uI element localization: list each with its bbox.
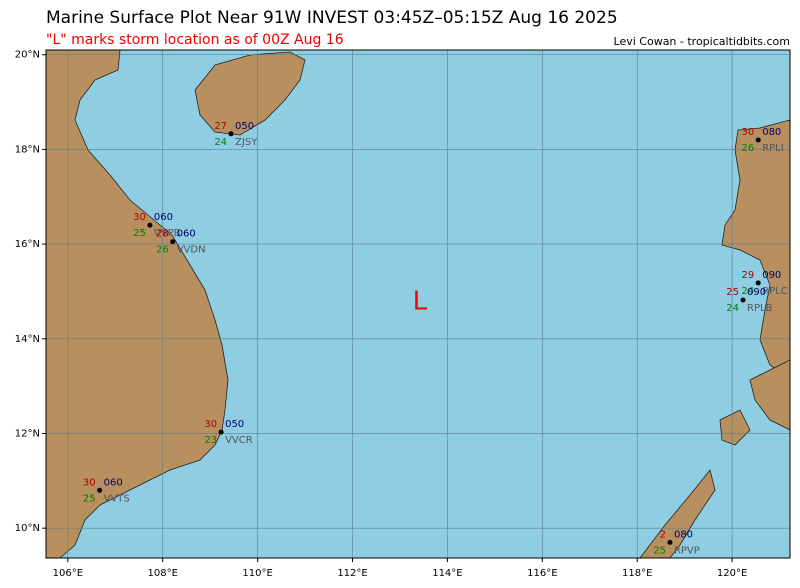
station-dew: 25 xyxy=(83,493,96,504)
station-dew: 24 xyxy=(741,286,754,297)
station-id: VVCR xyxy=(225,435,253,446)
station-dot xyxy=(170,239,176,245)
station-dot xyxy=(755,137,761,143)
station-dew: 26 xyxy=(156,245,169,256)
station-temp: 25 xyxy=(726,287,739,298)
y-tick-label: 12°N xyxy=(15,428,40,439)
station-temp: 30 xyxy=(741,127,754,138)
x-tick-label: 108°E xyxy=(148,568,178,579)
station-id: RPLC xyxy=(762,286,788,297)
station-dot xyxy=(755,280,761,286)
station-temp: 2 xyxy=(660,529,666,540)
storm-marker: L xyxy=(413,286,428,316)
station-dot xyxy=(667,539,673,545)
mindoro xyxy=(719,409,751,446)
station-dot xyxy=(147,222,153,228)
station-pressure: 090 xyxy=(762,270,781,281)
y-tick-label: 20°N xyxy=(15,50,40,61)
station-temp: 29 xyxy=(741,270,754,281)
station-temp: 30 xyxy=(133,212,146,223)
x-tick-label: 106°E xyxy=(53,568,83,579)
station-id: ZJSY xyxy=(235,137,258,148)
x-tick-label: 120°E xyxy=(717,568,747,579)
station-dew: 24 xyxy=(726,303,739,314)
indochina xyxy=(45,49,229,559)
station-dew: 25 xyxy=(653,545,666,556)
station-id: RPLI xyxy=(762,143,784,154)
station-dot xyxy=(97,487,103,493)
y-tick-label: 10°N xyxy=(15,523,40,534)
credit: Levi Cowan - tropicaltidbits.com xyxy=(614,35,790,48)
station-pressure: 050 xyxy=(235,121,254,132)
station-dew: 23 xyxy=(204,435,217,446)
station-dew: 24 xyxy=(214,137,227,148)
station-id: RPLB xyxy=(747,303,773,314)
station-pressure: 050 xyxy=(225,419,244,430)
station-dew: 25 xyxy=(133,228,146,239)
panay xyxy=(749,359,791,431)
station-dot xyxy=(228,131,234,137)
x-tick-label: 114°E xyxy=(432,568,462,579)
station-temp: 28 xyxy=(156,229,169,240)
station-id: VVDN xyxy=(177,245,206,256)
station-pressure: 080 xyxy=(762,127,781,138)
hainan xyxy=(194,51,306,136)
x-tick-label: 110°E xyxy=(242,568,272,579)
station-temp: 30 xyxy=(204,419,217,430)
land xyxy=(45,49,791,559)
map-frame xyxy=(45,49,791,559)
x-tick-label: 116°E xyxy=(527,568,557,579)
station-pressure: 060 xyxy=(104,477,123,488)
station-dew: 26 xyxy=(741,143,754,154)
station-dot xyxy=(740,297,746,303)
station-temp: 30 xyxy=(83,477,96,488)
palawan xyxy=(639,469,716,559)
subtitle: "L" marks storm location as of 00Z Aug 1… xyxy=(46,32,344,48)
x-tick-label: 118°E xyxy=(622,568,652,579)
station-id: VVPB xyxy=(154,228,181,239)
y-tick-label: 14°N xyxy=(15,334,40,345)
y-tick-label: 18°N xyxy=(15,144,40,155)
station-id: RPVP xyxy=(674,545,700,556)
station-pressure: 060 xyxy=(154,212,173,223)
station-pressure: 060 xyxy=(177,229,196,240)
station-pressure: 090 xyxy=(747,287,766,298)
station-temp: 27 xyxy=(214,121,227,132)
x-tick-label: 112°E xyxy=(337,568,367,579)
station-pressure: 080 xyxy=(674,529,693,540)
grid xyxy=(46,50,790,558)
title: Marine Surface Plot Near 91W INVEST 03:4… xyxy=(46,8,618,28)
station-id: VVTS xyxy=(104,493,130,504)
station-dot xyxy=(218,429,224,435)
y-tick-label: 16°N xyxy=(15,239,40,250)
